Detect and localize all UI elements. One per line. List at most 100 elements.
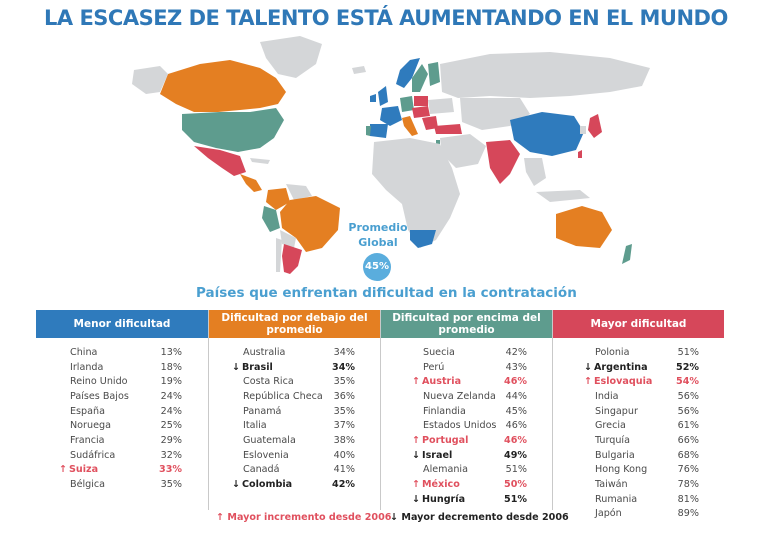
map-portugal (366, 126, 371, 136)
country-row: ↑ México 50% (381, 477, 552, 492)
country-row: ↓ Hungría 51% (381, 492, 552, 507)
country-row: Singapur 56% (553, 404, 724, 419)
country-name-text: Suecia (423, 346, 455, 358)
country-row: Polonia 51% (553, 345, 724, 360)
country-name-text: Hungría (422, 493, 466, 505)
map-norway (396, 58, 420, 88)
country-percentage: 35% (160, 479, 182, 491)
country-row: Sudáfrica 32% (36, 448, 208, 463)
country-row: República Checa 36% (209, 389, 380, 404)
country-list: China 13% Irlanda 18% Reino Unido 19% Países B… (36, 338, 208, 492)
arrow-up-icon: ↑ (412, 434, 421, 446)
country-row: Turquía 66% (553, 433, 724, 448)
arrow-down-icon: ↓ (412, 493, 421, 505)
map-india (486, 140, 520, 184)
country-row: Australia 34% (209, 345, 380, 360)
map-central-america (240, 174, 262, 192)
country-percentage: 42% (505, 346, 527, 358)
map-balkans (422, 116, 438, 130)
country-percentage: 54% (676, 376, 699, 388)
country-name-text: Taiwán (595, 479, 628, 491)
arrow-up-icon: ↑ (584, 376, 593, 388)
country-percentage: 61% (677, 420, 699, 432)
country-list: Polonia 51% ↓ Argentina 52% ↑ Eslovaquia 54% Ind… (553, 338, 724, 521)
country-name: Grecia (553, 420, 659, 431)
country-name: Singapur (553, 406, 659, 417)
country-name-text: Panamá (243, 405, 282, 417)
country-row: ↑ Eslovaquia 54% (553, 374, 724, 389)
country-name-text: Hong Kong (595, 464, 648, 476)
country-name: Taiwán (553, 479, 659, 490)
country-row: Perú 43% (381, 360, 552, 375)
column-mayor-dificultad: Mayor dificultad Polonia 51% ↓ Argentina 52%… (552, 310, 724, 519)
arrow-down-icon: ↓ (390, 512, 399, 523)
country-name: Reino Unido (36, 376, 142, 387)
country-name-text: Francia (70, 434, 105, 446)
country-name: Bélgica (36, 479, 142, 490)
country-name: ↑ México (381, 479, 487, 490)
world-map (132, 36, 650, 274)
country-percentage: 37% (333, 420, 355, 432)
country-percentage: 38% (333, 434, 355, 446)
arrow-down-icon: ↓ (412, 449, 421, 461)
country-row: Estados Unidos 46% (381, 418, 552, 433)
country-percentage: 43% (505, 361, 527, 373)
column-header: Mayor dificultad (553, 310, 724, 338)
country-row: Eslovenia 40% (209, 448, 380, 463)
country-row: ↑ Austria 46% (381, 374, 552, 389)
country-percentage: 45% (505, 405, 527, 417)
country-row: Grecia 61% (553, 418, 724, 433)
country-name-text: Colombia (242, 479, 293, 491)
country-name-text: India (595, 390, 619, 402)
map-uk (378, 86, 388, 106)
country-name-text: Perú (423, 361, 445, 373)
country-row: Reino Unido 19% (36, 374, 208, 389)
country-row: Francia 29% (36, 433, 208, 448)
map-middle-east (440, 134, 486, 168)
country-name: Países Bajos (36, 391, 142, 402)
country-name-text: México (422, 479, 460, 491)
country-name: República Checa (209, 391, 323, 402)
map-australia (556, 206, 612, 248)
country-name: ↓ Brasil (209, 362, 315, 373)
country-row: Panamá 35% (209, 404, 380, 419)
country-percentage: 51% (505, 464, 527, 476)
country-name-text: Costa Rica (243, 376, 294, 388)
country-name: Bulgaria (553, 450, 659, 461)
country-row: España 24% (36, 404, 208, 419)
country-name: Finlandia (381, 406, 487, 417)
country-name: ↑ Austria (381, 376, 487, 387)
country-percentage: 66% (677, 434, 699, 446)
country-name-text: Grecia (595, 420, 626, 432)
country-name-text: Eslovenia (243, 449, 289, 461)
map-caribbean (250, 158, 270, 164)
country-percentage: 81% (677, 493, 699, 505)
country-name: Eslovenia (209, 450, 315, 461)
column-menor-dificultad: Menor dificultad China 13% Irlanda 18% Reino… (36, 310, 208, 510)
country-name: Francia (36, 435, 142, 446)
country-row: Taiwán 78% (553, 477, 724, 492)
country-percentage: 78% (677, 479, 699, 491)
country-row: Suecia 42% (381, 345, 552, 360)
country-name-text: Estados Unidos (423, 420, 497, 432)
country-name: ↑ Eslovaquia (553, 376, 659, 387)
map-turkey (434, 124, 462, 134)
country-percentage: 35% (333, 376, 355, 388)
map-ireland (370, 94, 376, 102)
column-header: Menor dificultad (36, 310, 208, 338)
country-name-text: Reino Unido (70, 376, 128, 388)
column-header: Dificultad por encima del promedio (381, 310, 552, 338)
map-china (510, 112, 584, 156)
country-name: ↓ Argentina (553, 362, 659, 373)
country-name-text: Guatemala (243, 434, 296, 446)
country-name: Noruega (36, 420, 142, 431)
country-row: Canadá 41% (209, 463, 380, 478)
country-name-text: Rumania (595, 493, 638, 505)
map-canada (160, 60, 286, 112)
country-name-text: España (70, 405, 105, 417)
map-south-africa (410, 230, 436, 248)
map-korea (580, 126, 586, 134)
country-percentage: 35% (333, 405, 355, 417)
global-average-label-line2: Global (358, 236, 398, 249)
map-alaska (132, 66, 168, 94)
